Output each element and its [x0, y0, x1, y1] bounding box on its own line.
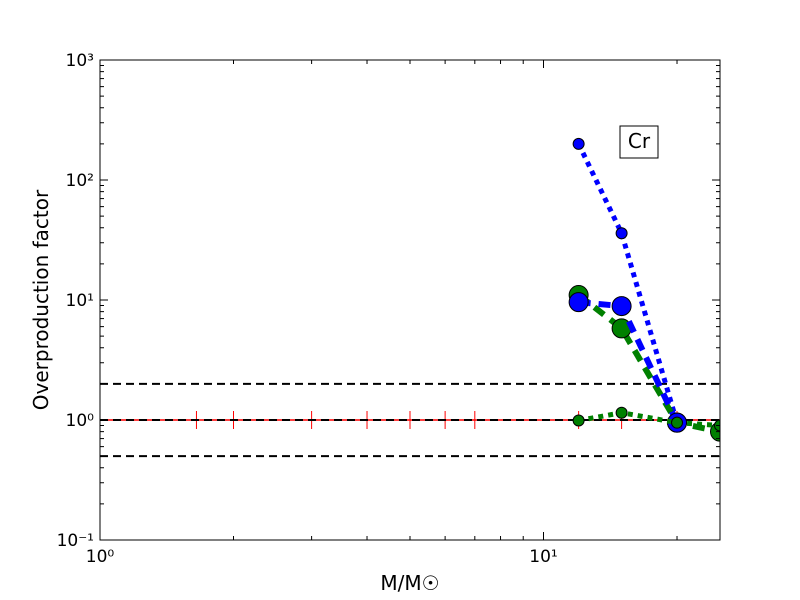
series-line: [576, 292, 720, 435]
y-tick-label: 10³: [66, 51, 94, 71]
plot-area: [100, 137, 720, 458]
series-line: [578, 410, 720, 428]
y-axis-label: Overproduction factor: [29, 189, 53, 410]
marker: [568, 292, 589, 313]
marker: [615, 406, 628, 419]
marker: [572, 137, 585, 150]
y-tick-label: 10⁻¹: [57, 531, 94, 551]
y-tick-label: 10²: [66, 171, 94, 191]
marker: [615, 227, 628, 240]
marker: [572, 414, 585, 427]
annotation: Cr: [628, 129, 651, 153]
series-line: [576, 142, 680, 424]
marker: [611, 296, 632, 317]
series-line: [578, 299, 680, 424]
y-tick-label: 10¹: [66, 291, 94, 311]
marker: [671, 416, 684, 429]
x-tick-label: 10¹: [529, 547, 557, 567]
x-tick-label: 10⁰: [86, 547, 115, 567]
annotation-box: [619, 125, 659, 159]
y-tick-label: 10⁰: [66, 411, 95, 431]
x-axis-label: M/M☉: [380, 571, 439, 595]
